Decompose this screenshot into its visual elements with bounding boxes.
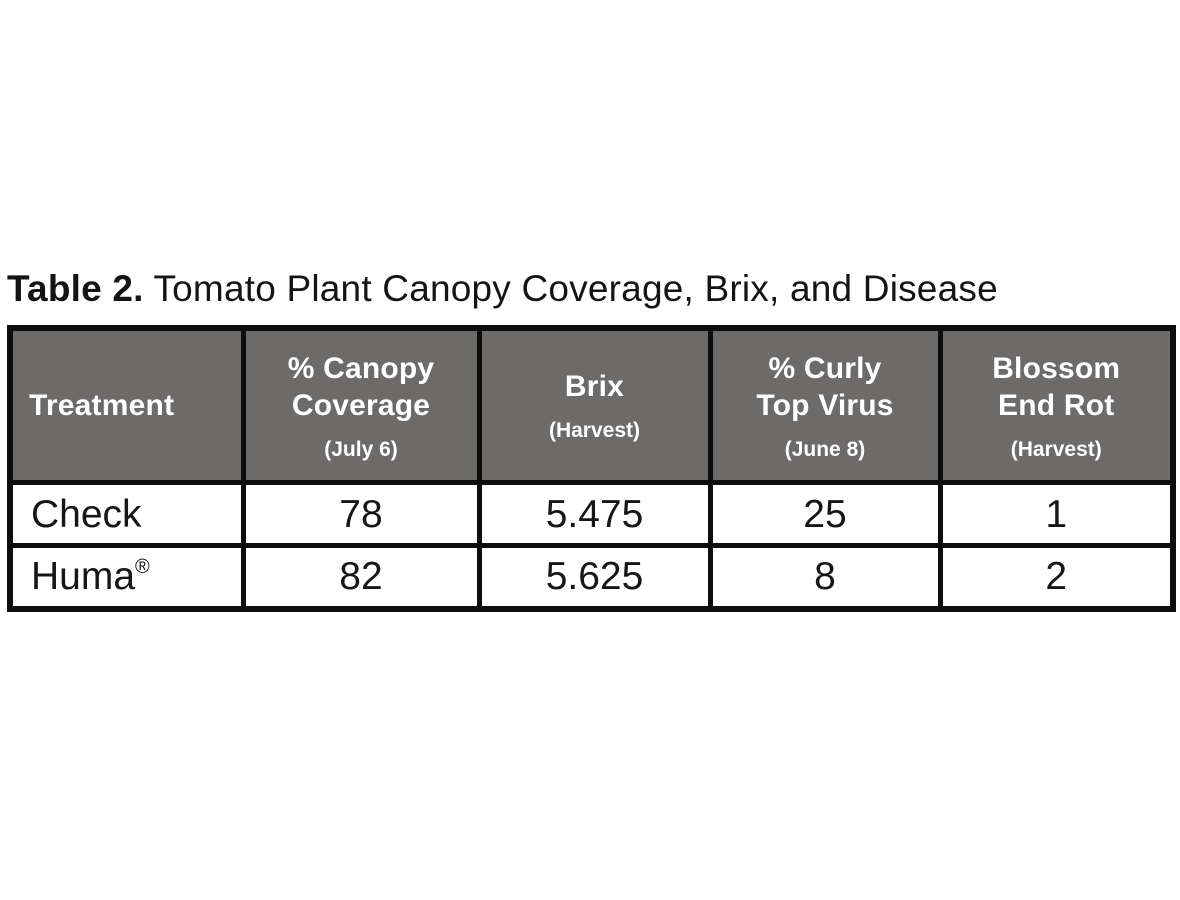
header-label: Brix (564, 370, 625, 403)
header-row: Treatment % Canopy Coverage (July 6) (7, 325, 1176, 485)
header-label-line2: End Rot (998, 388, 1115, 422)
data-table: Treatment % Canopy Coverage (July 6) (7, 325, 1176, 612)
cell-blossom-end-rot: 1 (937, 480, 1176, 548)
header-sublabel: (Harvest) (1010, 437, 1102, 461)
cell-treatment: Huma® (7, 543, 246, 611)
table-header: Treatment % Canopy Coverage (July 6) (7, 325, 1176, 485)
cell-canopy-coverage: 78 (240, 480, 482, 548)
cell-canopy-coverage: 82 (240, 543, 482, 611)
title-prefix: Table 2. (7, 268, 144, 309)
header-cell-treatment: Treatment (7, 325, 246, 485)
header-sublabel: (Harvest) (548, 419, 641, 442)
title-text: Tomato Plant Canopy Coverage, Brix, and … (143, 268, 998, 309)
cell-curly-top-virus: 25 (707, 480, 943, 548)
treatment-name: Huma (31, 555, 136, 599)
cell-brix: 5.475 (476, 480, 713, 548)
cell-curly-top-virus: 8 (707, 543, 943, 611)
cell-treatment: Check (7, 480, 246, 548)
treatment-name: Check (31, 492, 142, 536)
header-sublabel: (July 6) (324, 437, 398, 461)
header-label: % Canopy (287, 351, 435, 385)
header-sublabel: (June 8) (784, 437, 866, 461)
table-section: Table 2. Tomato Plant Canopy Coverage, B… (7, 266, 1176, 612)
header-cell-curly-top-virus: % Curly Top Virus (June 8) (707, 325, 943, 485)
cell-blossom-end-rot: 2 (937, 543, 1176, 611)
header-label: % Curly (768, 351, 882, 385)
header-cell-blossom-end-rot: Blossom End Rot (Harvest) (937, 325, 1176, 485)
header-label: Blossom (992, 351, 1121, 385)
table-row-check: Check 78 5.475 25 1 (7, 480, 1176, 548)
table-body: Check 78 5.475 25 1 Huma® 82 5.625 8 2 (7, 480, 1176, 611)
header-cell-brix: Brix (Harvest) (476, 325, 713, 485)
header-label-line2: Top Virus (756, 388, 894, 422)
header-label: Treatment (29, 389, 175, 422)
header-cell-canopy-coverage: % Canopy Coverage (July 6) (240, 325, 482, 485)
table-row-huma: Huma® 82 5.625 8 2 (7, 543, 1176, 611)
cell-brix: 5.625 (476, 543, 713, 611)
page-title: Table 2. Tomato Plant Canopy Coverage, B… (7, 266, 1173, 311)
registered-mark: ® (135, 556, 150, 579)
header-label-line2: Coverage (291, 388, 431, 422)
